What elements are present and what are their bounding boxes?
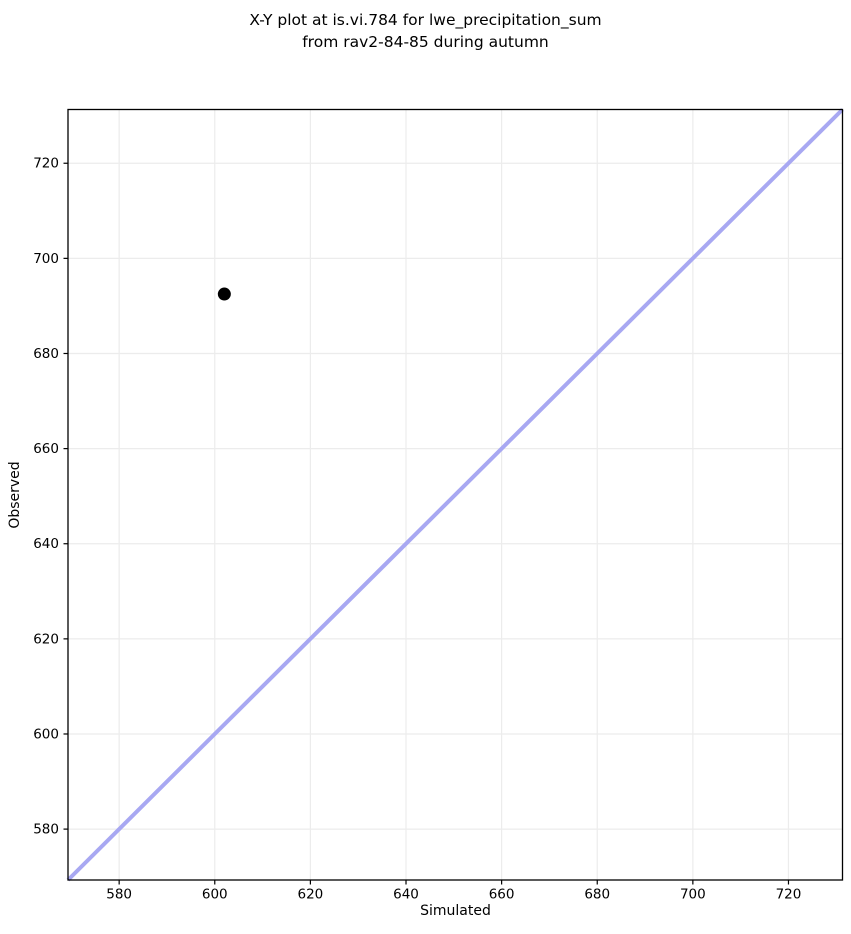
y-axis-label: Observed [7,461,23,529]
y-tick-label: 640 [33,536,59,552]
axes-spines [67,108,844,881]
one-to-one-line [66,108,844,882]
y-tick-label: 620 [33,631,59,647]
x-tick-label: 620 [297,887,323,903]
x-tick-label: 720 [776,887,802,903]
chart-title: X-Y plot at is.vi.784 for lwe_precipitat… [0,9,851,53]
gridlines [68,109,843,880]
data-point [217,287,231,301]
chart-title-line1: X-Y plot at is.vi.784 for lwe_precipitat… [249,11,602,29]
y-tick-label: 660 [33,441,59,457]
x-tick-label: 640 [393,887,419,903]
y-tick-label: 680 [33,346,59,362]
y-tick-label: 580 [33,822,59,838]
y-tick-label: 600 [33,726,59,742]
scatter-points [217,287,231,301]
y-tick-label: 700 [33,251,59,267]
tick-marks [63,162,790,885]
x-tick-label: 680 [584,887,610,903]
x-tick-label: 700 [680,887,706,903]
y-tick-label: 720 [33,156,59,172]
x-tick-label: 580 [106,887,132,903]
chart-title-line2: from rav2-84-85 during autumn [302,33,549,51]
tick-labels: 580 600 620 640 660 680 700 720 580 600 620 640 660 6… [33,156,801,903]
x-tick-label: 660 [489,887,515,903]
x-axis-label: Simulated [420,903,491,919]
x-tick-label: 600 [202,887,228,903]
